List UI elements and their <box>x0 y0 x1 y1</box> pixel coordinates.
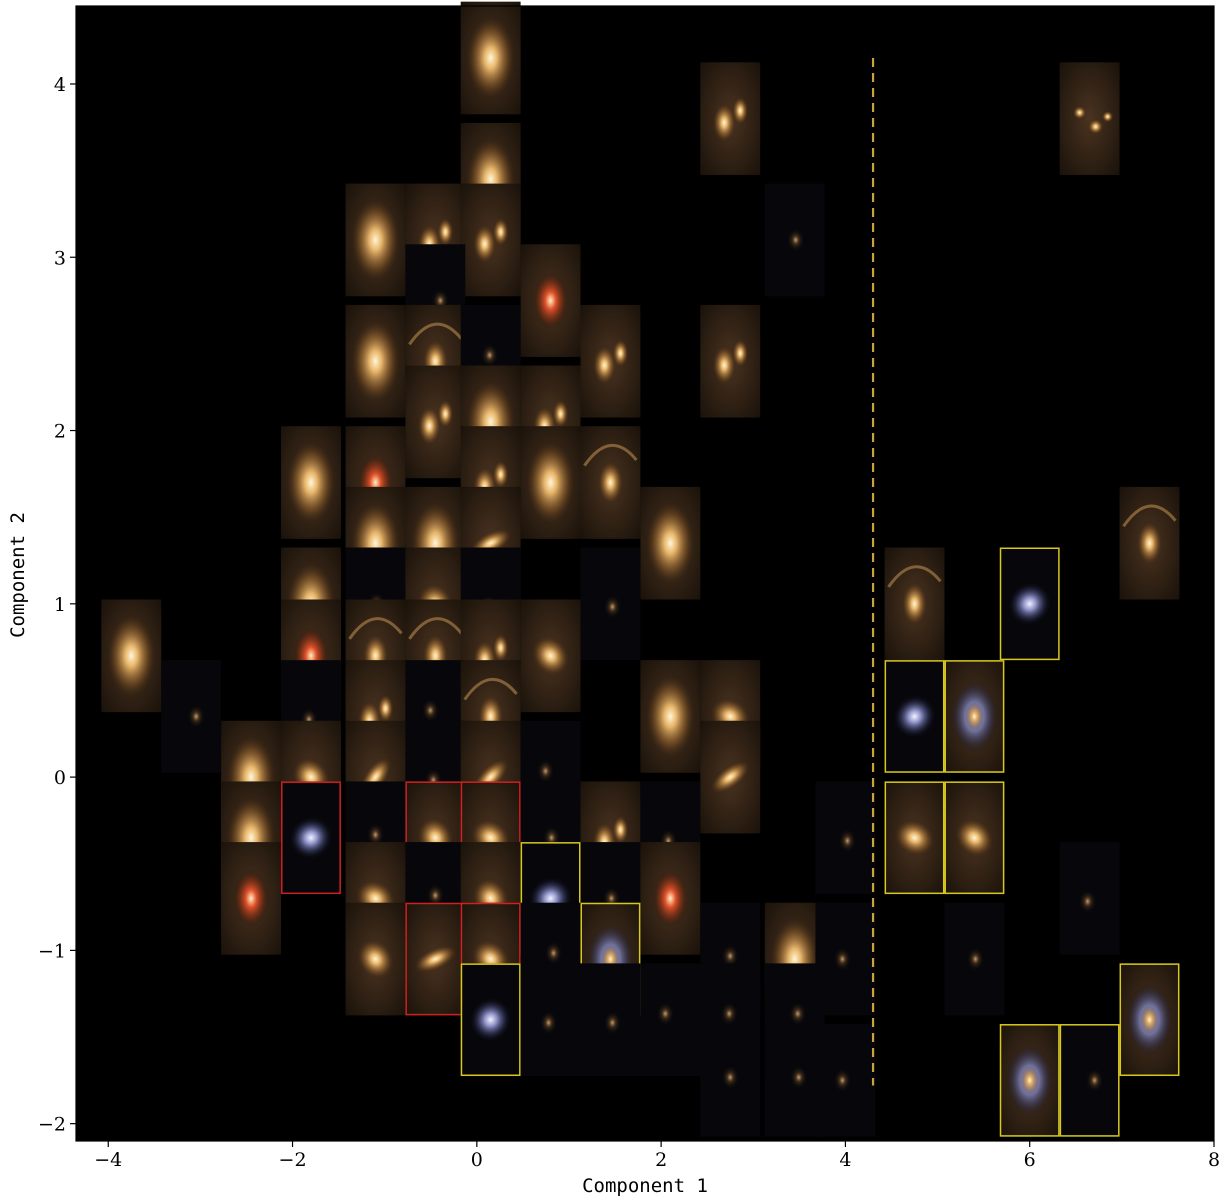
galaxy-thumbnail <box>405 365 466 479</box>
y-tick-label: 2 <box>54 421 66 443</box>
galaxy-thumbnail <box>884 660 945 773</box>
galaxy-thumbnail <box>520 599 581 713</box>
galaxy-thumbnail <box>700 62 761 175</box>
galaxy-thumbnail <box>815 1024 876 1137</box>
galaxy-thumbnail <box>700 304 761 418</box>
galaxy-thumbnail <box>1119 486 1180 600</box>
highlight-box <box>1059 1024 1120 1137</box>
x-tick-label: −2 <box>279 1149 307 1171</box>
galaxy-thumbnail <box>700 1024 761 1137</box>
x-tick-label: 6 <box>1024 1149 1036 1171</box>
highlight-box <box>944 660 1005 773</box>
galaxy-thumbnail <box>221 842 282 955</box>
galaxy-thumbnail <box>1119 963 1180 1077</box>
highlight-box <box>944 781 1005 895</box>
galaxy-thumbnail <box>764 183 825 297</box>
galaxy-thumbnail <box>944 902 1005 1016</box>
galaxy-thumbnail <box>580 304 641 418</box>
galaxy-thumbnail <box>640 963 701 1077</box>
galaxy-thumbnail <box>580 426 641 539</box>
galaxy-thumbnail <box>764 1024 825 1137</box>
galaxy-thumbnail <box>345 304 406 418</box>
y-tick-label: 4 <box>54 74 66 96</box>
galaxy-thumbnail <box>345 183 406 297</box>
y-tick-label: 0 <box>54 767 66 789</box>
galaxy-thumbnail <box>281 781 341 895</box>
axes: −4 −2 0 2 4 6 8 −2 −1 0 1 2 3 4 <box>38 5 1220 1171</box>
highlight-box <box>281 781 341 895</box>
x-tick-label: −4 <box>94 1149 122 1171</box>
galaxy-thumbnail <box>1059 62 1120 175</box>
galaxy-thumbnail <box>884 547 945 661</box>
galaxy-thumbnail <box>460 183 521 297</box>
highlight-box <box>999 1024 1060 1137</box>
galaxy-thumbnail <box>640 486 701 600</box>
galaxy-thumbnail <box>460 963 521 1077</box>
galaxy-thumbnail <box>1059 842 1120 955</box>
x-axis-label: Component 1 <box>582 1175 708 1197</box>
thumbnail-layer <box>101 1 1180 1137</box>
galaxy-thumbnail <box>460 1 521 115</box>
galaxy-thumbnail <box>815 902 876 1016</box>
galaxy-thumbnail <box>161 660 222 773</box>
highlight-box <box>460 963 521 1077</box>
galaxy-thumbnail <box>999 547 1060 661</box>
galaxy-thumbnail <box>640 660 701 773</box>
y-tick-label: −1 <box>38 940 66 962</box>
galaxy-thumbnail <box>281 426 341 539</box>
x-tick-label: 4 <box>839 1149 851 1171</box>
galaxy-thumbnail <box>999 1024 1060 1137</box>
galaxy-thumbnail <box>580 963 641 1077</box>
galaxy-thumbnail <box>405 902 466 1016</box>
highlight-box <box>1119 963 1180 1077</box>
galaxy-thumbnail <box>520 963 581 1077</box>
galaxy-thumbnail <box>345 902 406 1016</box>
galaxy-thumbnail <box>520 426 581 539</box>
plot-frame <box>75 5 1215 1142</box>
galaxy-thumbnail <box>1059 1024 1120 1137</box>
galaxy-thumbnail <box>520 244 581 357</box>
y-tick-label: 1 <box>54 594 66 616</box>
x-tick-label: 2 <box>655 1149 667 1171</box>
galaxy-thumbnail <box>101 599 162 713</box>
highlight-box <box>884 781 945 895</box>
galaxy-thumbnail <box>700 720 761 834</box>
galaxy-thumbnail <box>815 781 876 895</box>
highlight-box <box>999 547 1060 661</box>
x-tick-label: 0 <box>471 1149 483 1171</box>
galaxy-thumbnail <box>580 547 641 661</box>
y-axis-label: Component 2 <box>7 512 29 638</box>
galaxy-thumbnail <box>640 842 701 955</box>
y-tick-label: 3 <box>54 247 66 269</box>
galaxy-thumbnail <box>944 660 1005 773</box>
x-tick-label: 8 <box>1208 1149 1220 1171</box>
galaxy-thumbnail <box>884 781 945 895</box>
highlight-box <box>884 660 945 773</box>
y-tick-label: −2 <box>38 1114 66 1136</box>
galaxy-thumbnail <box>944 781 1005 895</box>
